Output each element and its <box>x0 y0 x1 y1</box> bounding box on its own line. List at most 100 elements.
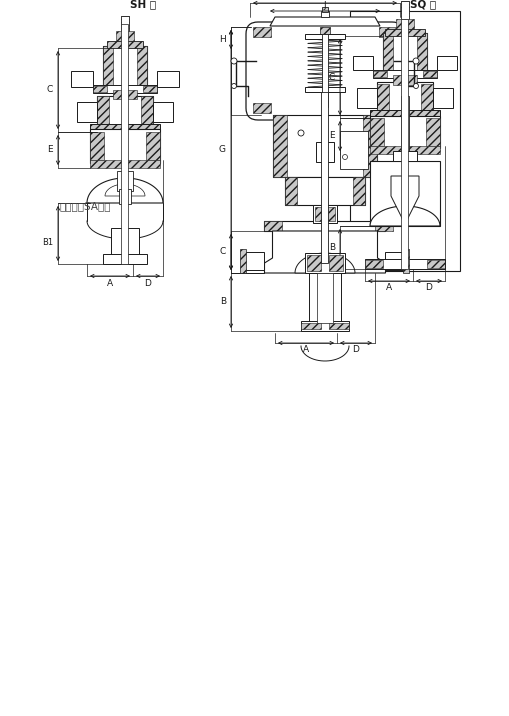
Text: 执行器和SA阀门: 执行器和SA阀门 <box>60 201 111 211</box>
Bar <box>103 46 113 88</box>
Bar <box>365 259 445 269</box>
Bar <box>315 207 335 221</box>
Text: SH 阀: SH 阀 <box>130 0 156 9</box>
Bar <box>319 144 331 160</box>
Ellipse shape <box>298 130 304 136</box>
Bar <box>77 102 97 122</box>
Bar <box>393 75 417 85</box>
Bar <box>421 84 433 110</box>
Text: E: E <box>47 145 53 155</box>
Bar <box>353 177 365 205</box>
Bar <box>273 115 287 177</box>
Bar <box>370 116 440 148</box>
Text: D: D <box>353 344 359 354</box>
Bar <box>116 31 134 43</box>
Bar <box>103 46 147 88</box>
Bar <box>433 88 453 108</box>
Bar <box>329 323 349 329</box>
Bar <box>357 88 377 108</box>
Bar <box>322 7 328 12</box>
Bar <box>242 252 265 270</box>
Bar <box>401 96 409 156</box>
Bar <box>373 71 387 77</box>
Bar <box>365 260 383 268</box>
Bar <box>305 87 345 92</box>
Text: B: B <box>220 298 226 306</box>
Bar <box>316 142 334 162</box>
Bar <box>370 118 384 146</box>
Polygon shape <box>370 206 440 226</box>
Bar <box>301 321 349 331</box>
Bar <box>350 11 460 271</box>
Bar <box>385 252 408 270</box>
Bar <box>113 90 137 99</box>
Polygon shape <box>295 253 355 273</box>
Bar <box>383 33 427 73</box>
Bar <box>426 118 440 146</box>
Polygon shape <box>391 176 419 226</box>
Ellipse shape <box>231 58 237 64</box>
Bar <box>301 323 321 329</box>
Bar <box>107 41 143 48</box>
Text: B1: B1 <box>42 238 53 247</box>
Bar <box>427 260 445 268</box>
Bar <box>153 102 173 122</box>
FancyBboxPatch shape <box>246 22 404 120</box>
Bar <box>93 85 157 93</box>
Text: A: A <box>303 344 309 354</box>
Bar <box>373 70 437 78</box>
Bar <box>71 71 93 87</box>
Text: E: E <box>329 132 335 140</box>
Bar <box>305 34 345 39</box>
Bar <box>363 115 377 177</box>
Bar <box>370 161 440 226</box>
Bar <box>423 71 437 77</box>
Bar <box>377 82 433 112</box>
Bar <box>157 71 179 87</box>
Bar <box>121 16 129 33</box>
Polygon shape <box>87 178 163 203</box>
Bar <box>377 84 389 110</box>
Bar <box>240 249 246 273</box>
Bar <box>285 177 297 205</box>
Polygon shape <box>105 184 145 196</box>
Ellipse shape <box>343 155 348 160</box>
Bar <box>265 221 385 231</box>
Text: G: G <box>219 145 226 155</box>
Bar <box>103 254 147 264</box>
Bar <box>379 27 397 37</box>
Text: A: A <box>107 279 113 288</box>
Bar <box>97 96 153 126</box>
Bar <box>141 96 153 126</box>
Bar <box>370 146 440 154</box>
Text: D: D <box>426 284 433 293</box>
Polygon shape <box>265 231 385 273</box>
Bar <box>437 56 457 70</box>
Bar <box>90 160 160 168</box>
Bar <box>97 96 109 126</box>
Bar <box>385 29 425 36</box>
Bar <box>322 34 328 107</box>
Bar <box>317 273 333 323</box>
Bar <box>322 92 328 263</box>
Bar <box>273 115 377 177</box>
Bar <box>90 132 104 160</box>
Bar <box>402 19 409 269</box>
Bar <box>119 189 131 204</box>
Text: B: B <box>329 243 335 252</box>
Bar <box>122 24 128 264</box>
Text: D: D <box>145 279 152 288</box>
Bar <box>253 27 271 37</box>
Text: J: J <box>324 1 326 11</box>
Text: A: A <box>386 284 392 293</box>
Bar <box>265 221 282 231</box>
Text: C: C <box>329 72 335 82</box>
Bar <box>376 221 393 231</box>
Bar <box>329 255 343 271</box>
Bar <box>383 33 393 73</box>
Text: C: C <box>47 85 53 95</box>
Bar <box>305 253 345 273</box>
Bar <box>417 33 427 73</box>
Text: F: F <box>322 0 328 2</box>
Bar <box>353 56 373 70</box>
